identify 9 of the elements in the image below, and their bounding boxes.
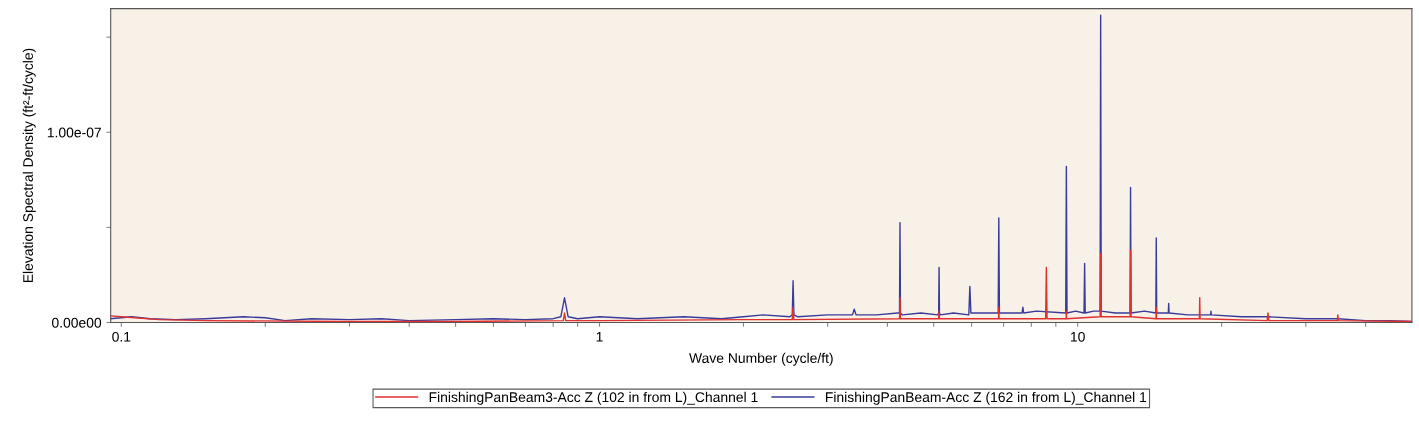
x-tick-label: 0.1 — [112, 331, 131, 342]
y-tick-label: 0.00e00 — [52, 317, 102, 328]
legend-label: FinishingPanBeam3-Acc Z (102 in from L)_Channel 1 — [429, 391, 758, 405]
x-axis-title: Wave Number (cycle/ft) — [689, 352, 833, 366]
x-tick-label: 1 — [596, 332, 603, 342]
y-tick-label: 1.00e-07 — [47, 127, 101, 138]
legend-label: FinishingPanBeam-Acc Z (162 in from L)_Channel 1 — [826, 391, 1147, 405]
x-tick-label: 10 — [1071, 331, 1085, 342]
y-axis-title: Elevation Spectral Density (ft²-ft/cycle) — [22, 48, 36, 283]
